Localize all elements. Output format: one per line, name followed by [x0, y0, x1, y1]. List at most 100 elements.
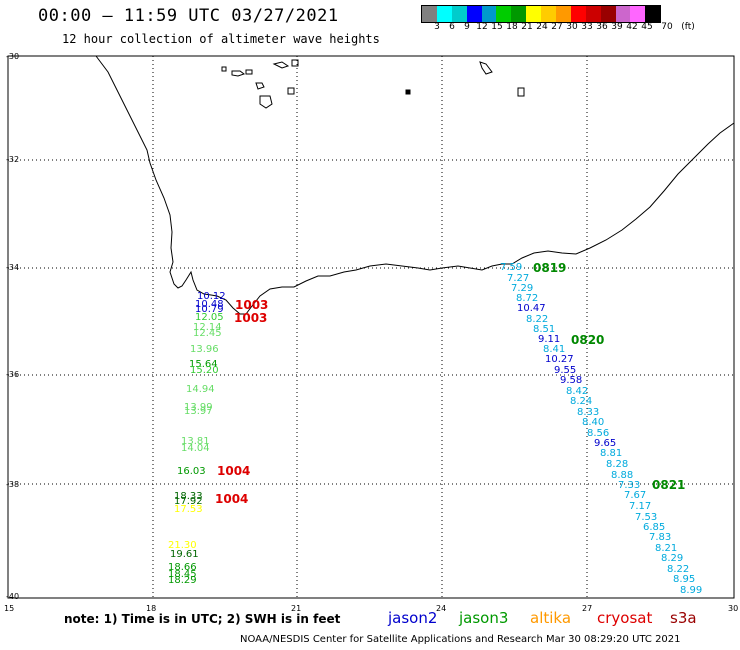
scale-swatch [556, 6, 571, 22]
scale-swatch [645, 6, 661, 22]
swh-observation: 8.72 [516, 293, 538, 304]
map-title: 00:00 – 11:59 UTC 03/27/2021 [38, 6, 339, 26]
swh-observation: 8.42 [566, 386, 588, 397]
scale-label: 33 [581, 22, 593, 32]
swh-observation: 8.33 [577, 407, 599, 418]
scale-label: 42 [626, 22, 638, 32]
scale-label: 15 [491, 22, 503, 32]
lat-label: -32 [6, 155, 19, 164]
swh-observation: 8.24 [570, 396, 592, 407]
scale-swatch [526, 6, 542, 22]
pass-time-label: 0821 [652, 478, 685, 492]
swh-observation: 8.28 [606, 459, 628, 470]
swh-observation: 14.94 [186, 384, 215, 395]
scale-label: 21 [521, 22, 533, 32]
swh-observation: 18.66 [168, 562, 197, 573]
swh-observation: 13.97 [184, 406, 213, 417]
swh-observation: 10.27 [545, 354, 574, 365]
scale-label: 18 [506, 22, 518, 32]
swh-observation: 18.33 [174, 491, 203, 502]
scale-label: (ft) [681, 22, 695, 32]
lat-label: -30 [6, 52, 19, 61]
pass-time-label: 1004 [217, 464, 250, 478]
scale-swatch [451, 6, 467, 22]
island [272, 61, 290, 69]
scale-swatch [570, 6, 586, 22]
swh-observation: 8.22 [667, 564, 689, 575]
scale-label: 6 [449, 22, 455, 32]
swh-observation: 7.83 [649, 532, 671, 543]
swh-observation: 10.12 [197, 291, 226, 302]
satellite-legend-cryosat: cryosat [597, 609, 653, 627]
scale-swatch [496, 6, 512, 22]
satellite-legend-altika: altika [530, 609, 572, 627]
lat-lon-grid [8, 56, 734, 598]
pass-time-label: 0819 [533, 261, 566, 275]
lat-label: -38 [6, 480, 19, 489]
scale-label: 9 [464, 22, 470, 32]
swh-observation: 8.56 [587, 428, 609, 439]
scale-swatch [600, 6, 616, 22]
color-scale-labels: 3 6 9 12 15 18 21 24 27 30 33 36 39 42 45 70 (ft) [421, 22, 740, 34]
scale-label: 3 [434, 22, 440, 32]
island [479, 61, 493, 75]
swh-observation: 15.64 [189, 359, 218, 370]
swh-observation: 7.29 [511, 283, 533, 294]
swh-observation: 7.59 [500, 262, 522, 273]
lon-label: 24 [436, 604, 446, 613]
scale-label: 12 [476, 22, 488, 32]
swh-observation: 8.99 [680, 585, 702, 596]
lon-label: 30 [728, 604, 738, 613]
scale-label: 36 [596, 22, 608, 32]
swh-observation: 8.29 [661, 553, 683, 564]
scale-label: 45 [641, 22, 653, 32]
pass-time-label: 1004 [215, 492, 248, 506]
scale-label: 27 [551, 22, 563, 32]
island [405, 89, 411, 95]
footnote: note: 1) Time is in UTC; 2) SWH is in fe… [64, 612, 341, 626]
swh-observation: 21.30 [168, 540, 197, 551]
scale-label: 30 [566, 22, 578, 32]
lat-label: -34 [6, 263, 19, 272]
map-frame [7, 55, 735, 599]
swh-observation: 19.61 [170, 549, 199, 560]
lat-label: -40 [6, 592, 19, 601]
scale-swatch [630, 6, 646, 22]
credit-line: NOAA/NESDIS Center for Satellite Applica… [240, 634, 681, 645]
swh-observation: 8.95 [673, 574, 695, 585]
scale-swatch [585, 6, 601, 22]
swh-observation: 13.81 [181, 436, 210, 447]
swh-observation: 6.85 [643, 522, 665, 533]
scale-swatch [436, 6, 452, 22]
swh-observation: 8.40 [582, 417, 604, 428]
swh-observation: 8.22 [526, 314, 548, 325]
swh-observation: 7.53 [635, 512, 657, 523]
island [255, 82, 265, 90]
scale-label: 70 [661, 22, 673, 32]
swh-observation: 8.51 [533, 324, 555, 335]
pass-time-label: 0820 [571, 333, 604, 347]
island [231, 70, 246, 77]
island [517, 87, 525, 97]
island [221, 66, 227, 72]
swh-observation: 12.14 [193, 322, 222, 333]
scale-swatch [422, 6, 437, 22]
island [291, 59, 299, 67]
swh-observation: 15.20 [190, 365, 219, 376]
scale-swatch [541, 6, 557, 22]
pass-time-label: 1003 [235, 298, 268, 312]
swh-observation: 8.88 [611, 470, 633, 481]
map-subtitle: 12 hour collection of altimeter wave hei… [62, 32, 380, 46]
scale-swatch [615, 6, 631, 22]
swh-observation: 8.81 [600, 448, 622, 459]
swh-observation: 10.79 [195, 304, 224, 315]
swh-observation: 13.96 [190, 344, 219, 355]
swh-observation: 8.41 [543, 344, 565, 355]
swh-observation: 8.21 [655, 543, 677, 554]
swh-observation: 7.67 [624, 490, 646, 501]
swh-observation: 18.45 [168, 569, 197, 580]
satellite-legend-s3a: s3a [670, 609, 697, 627]
swh-observation: 9.11 [538, 334, 560, 345]
swh-observation: 12.45 [193, 328, 222, 339]
